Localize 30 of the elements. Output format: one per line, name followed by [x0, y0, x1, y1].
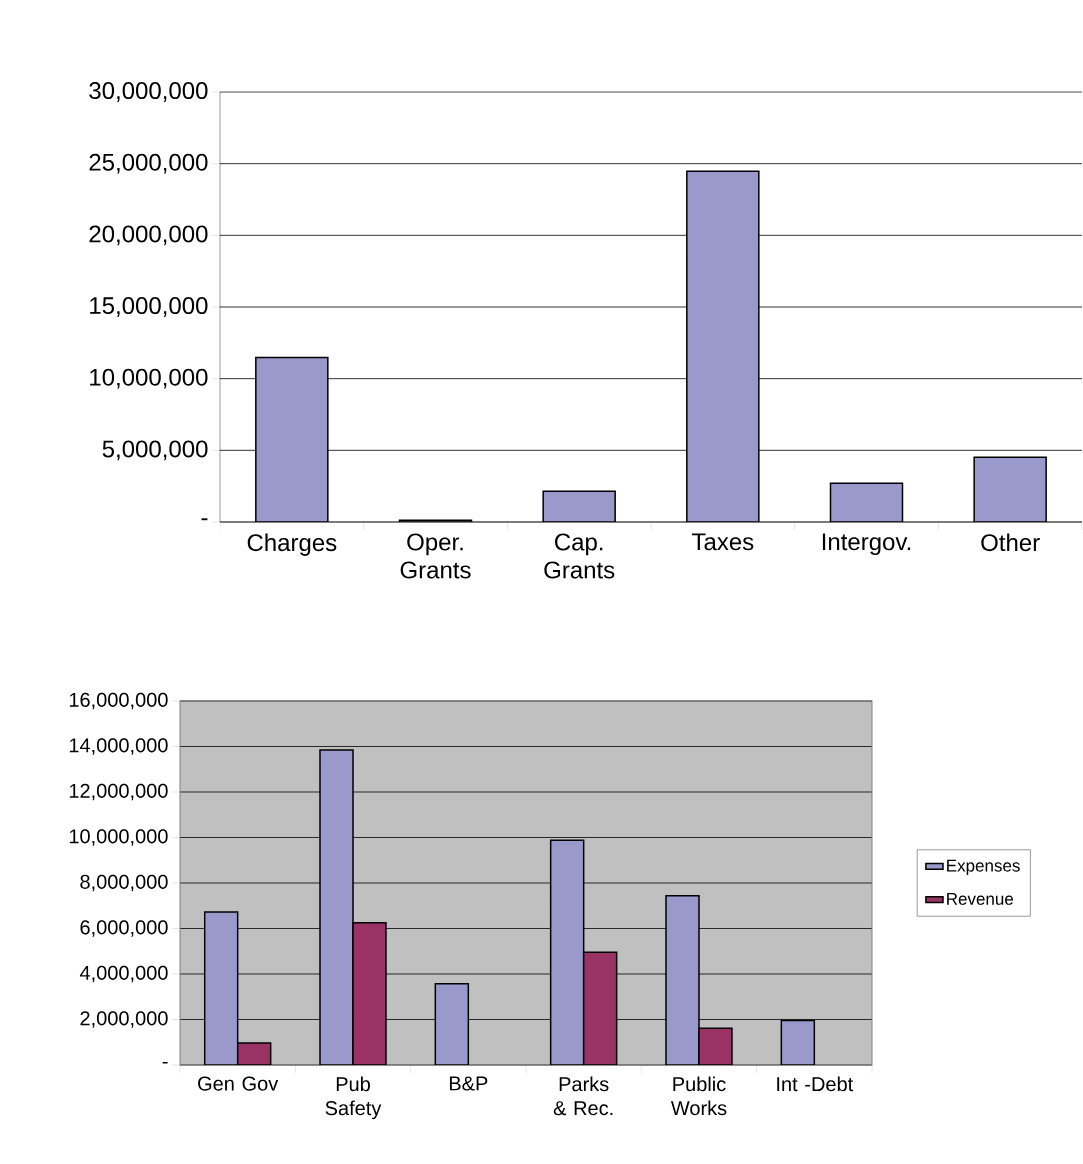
y-tick-label: 10,000,000 [69, 829, 168, 846]
x-tick-label: Intergov. [822, 533, 911, 556]
legend-label: Revenue [947, 892, 1014, 905]
x-tick-label: Charges [247, 533, 337, 556]
x-tick-label: Parks & Rec. [553, 1076, 613, 1116]
y-tick-label: 25,000,000 [89, 153, 208, 174]
y-tick-label: 5,000,000 [102, 440, 208, 461]
x-tick-label: Int -Debt [777, 1076, 854, 1092]
x-tick-label: Oper. Grants [400, 533, 471, 579]
y-tick-label: 20,000,000 [89, 225, 208, 246]
y-tick-label: 10,000,000 [90, 368, 208, 389]
y-tick-label: - [162, 1061, 168, 1064]
x-tick-label: Other [981, 533, 1040, 552]
y-tick-label: 16,000,000 [69, 692, 168, 710]
y-tick-label: 15,000,000 [90, 297, 208, 317]
legend-label: Expenses [947, 859, 1020, 876]
y-tick-label: 6,000,000 [80, 920, 168, 937]
x-tick-label: Gen Gov [198, 1076, 279, 1091]
y-tick-label: 14,000,000 [69, 738, 168, 755]
x-tick-label: B&P [449, 1076, 488, 1091]
x-tick-label: Pub Safety [325, 1076, 382, 1120]
y-tick-label: 8,000,000 [80, 874, 168, 892]
x-tick-label: Cap. Grants [544, 533, 615, 579]
y-tick-label: 30,000,000 [89, 82, 208, 102]
y-tick-label: 12,000,000 [69, 783, 168, 801]
x-tick-label: Taxes [692, 533, 754, 551]
y-tick-label: 4,000,000 [79, 965, 168, 983]
y-tick-label: - [201, 518, 208, 521]
x-tick-label: Public Works [670, 1076, 727, 1116]
y-tick-label: 2,000,000 [80, 1011, 168, 1028]
